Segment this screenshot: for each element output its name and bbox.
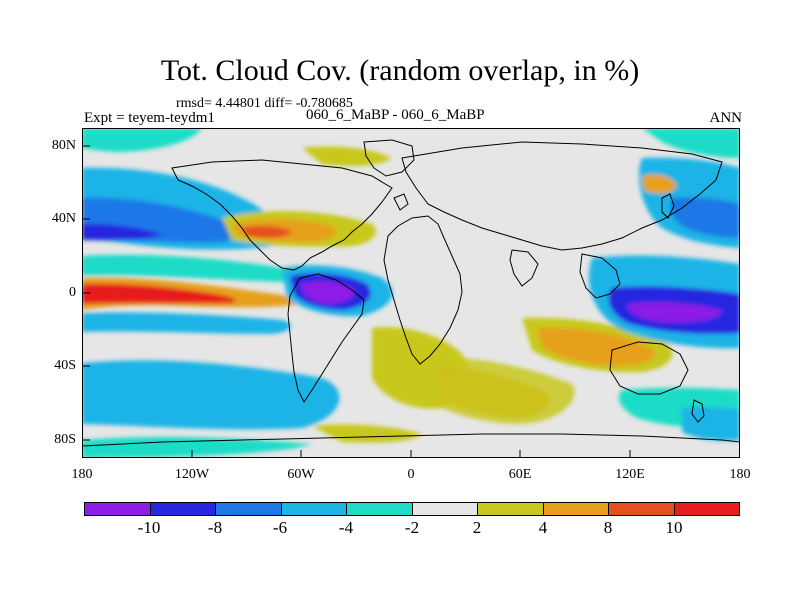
- x-label-180w: 180: [71, 467, 93, 482]
- contour-cyan-arctic-east: [642, 128, 740, 158]
- colorbar-box-4: [281, 502, 347, 516]
- colorbar-label-10: 10: [665, 518, 683, 537]
- contour-darkblue-npac: [82, 223, 162, 241]
- contour-cyan-arctic: [82, 128, 202, 152]
- colorbar-label-neg8: -8: [207, 518, 223, 537]
- y-label-40n: 40N: [51, 211, 76, 226]
- x-label-0: 0: [407, 467, 415, 482]
- colorbar-label-neg6: -6: [272, 518, 288, 537]
- y-label-80s: 80S: [54, 432, 76, 447]
- contour-orange-japan: [642, 174, 677, 194]
- coast-south-america: [287, 273, 365, 403]
- experiment-label: Expt = teyem-teydm1: [84, 110, 215, 126]
- y-label-0: 0: [69, 285, 76, 300]
- x-label-60w: 60W: [287, 467, 315, 482]
- contour-purple-wpac: [627, 302, 722, 323]
- x-label-180e: 180: [729, 467, 751, 482]
- contour-cyan-eqpac-south: [82, 312, 291, 334]
- contour-orange-io: [537, 327, 655, 366]
- coastlines: [82, 139, 740, 447]
- contour-purple-sam: [300, 281, 355, 304]
- coast-australia: [609, 341, 689, 395]
- colorbar-box-3: [216, 502, 282, 516]
- coast-se-asia: [579, 253, 621, 299]
- x-label-60e: 60E: [508, 467, 532, 482]
- y-label-80n: 80N: [51, 138, 76, 153]
- colorbar-box-6: [412, 502, 478, 516]
- colorbar-label-8: 8: [603, 518, 613, 537]
- subtitle: 060_6_MaBP - 060_6_MaBP: [306, 107, 485, 123]
- contour-cyan-so-east2: [682, 407, 740, 441]
- coast-japan: [661, 193, 675, 219]
- x-label-120e: 120E: [615, 467, 645, 482]
- colorbar-box-9: [609, 502, 675, 516]
- contour-yellow-satl2: [422, 357, 575, 424]
- stats-line: rmsd= 4.44801 diff= -0.780685: [176, 96, 353, 111]
- colorbar-label-4: 4: [538, 518, 548, 537]
- contour-cyan-so: [82, 360, 340, 430]
- coast-north-america: [171, 159, 393, 271]
- season-label: ANN: [709, 110, 743, 126]
- x-label-120w: 120W: [174, 467, 210, 482]
- coast-uk: [393, 193, 409, 211]
- colorbar-label-neg4: -4: [338, 518, 354, 537]
- colorbar-box-7: [478, 502, 544, 516]
- contour-red-natl: [242, 225, 292, 239]
- contour-cyan-antarctic: [82, 437, 312, 458]
- contour-fills: [82, 128, 740, 458]
- cloud-cover-map: [82, 128, 740, 458]
- x-ticks: [191, 450, 631, 458]
- colorbar-label-neg2: -2: [404, 518, 420, 537]
- contour-cyan-eqpac: [82, 254, 305, 282]
- colorbar-label-2: 2: [472, 518, 482, 537]
- y-ticks: [82, 145, 90, 441]
- colorbar-box-2: [150, 502, 216, 516]
- coast-eurasia: [401, 141, 723, 251]
- coast-antarctica: [82, 433, 740, 447]
- colorbar-box-8: [543, 502, 609, 516]
- colorbar-box-5: [347, 502, 413, 516]
- coast-greenland: [363, 139, 415, 177]
- contour-yellow-antarctic: [312, 424, 422, 443]
- map-title: Tot. Cloud Cov. (random overlap, in %): [160, 54, 640, 87]
- map-panel: [82, 128, 740, 458]
- colorbar-box-1: [84, 502, 151, 516]
- coast-india: [509, 249, 539, 287]
- contour-red-west: [82, 283, 236, 304]
- coast-new-zealand: [691, 399, 705, 423]
- colorbar: [84, 502, 740, 516]
- coast-europe-africa: [383, 215, 463, 365]
- colorbar-box-10: [674, 502, 740, 516]
- y-label-40s: 40S: [54, 358, 76, 373]
- contour-blue-asia: [670, 197, 740, 238]
- colorbar-label-neg10: -10: [137, 518, 161, 537]
